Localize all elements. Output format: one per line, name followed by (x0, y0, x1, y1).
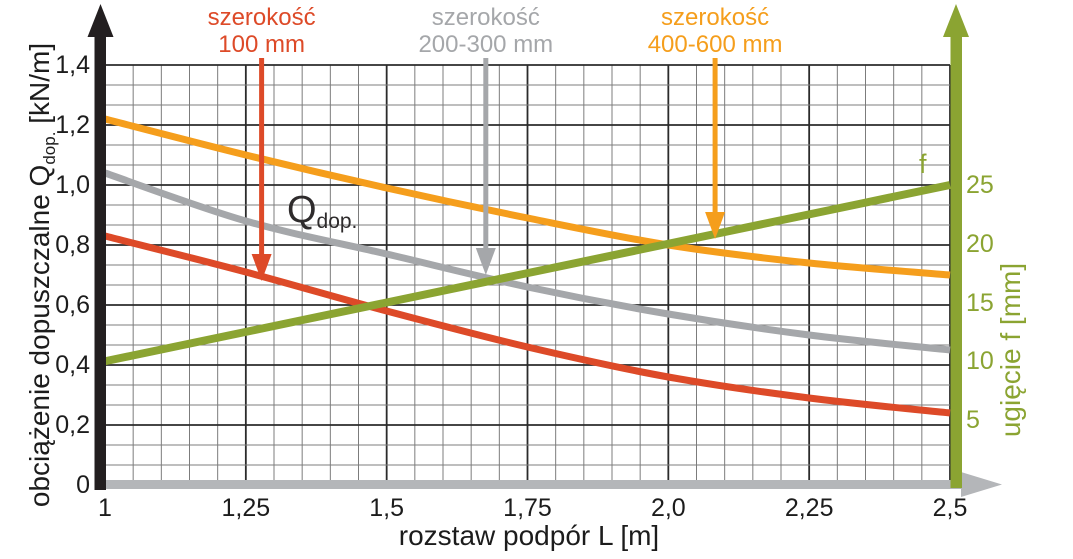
curve-width-200-300 (103, 169, 951, 354)
x-axis-line (95, 480, 962, 489)
y-axis-right-line (950, 32, 962, 488)
callout-arrowhead-width-400-600 (705, 212, 726, 239)
callout-arrowhead-width-100 (251, 254, 272, 281)
y-axis-right-arrowhead (943, 4, 969, 37)
y-axis-left-line (94, 30, 106, 490)
y-axis-left-arrowhead (87, 4, 114, 37)
callout-arrowhead-width-200-300 (475, 248, 496, 275)
x-axis-arrowhead (961, 472, 1002, 497)
curve-width-400-600 (104, 115, 951, 279)
curve-deflection-f (104, 181, 951, 366)
curve-width-100 (104, 232, 951, 417)
